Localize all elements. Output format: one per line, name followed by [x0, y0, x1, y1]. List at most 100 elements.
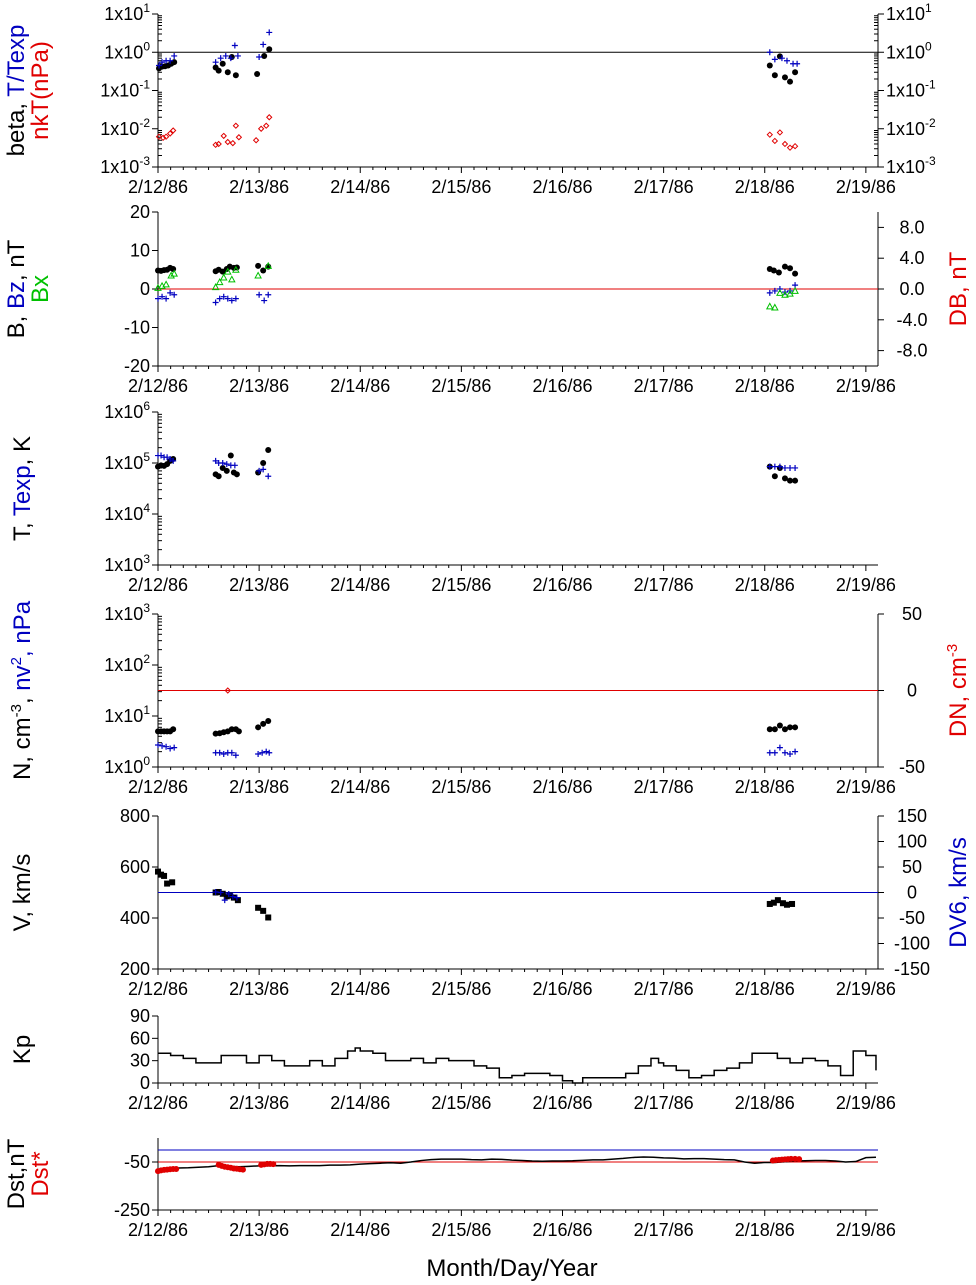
series-0	[155, 446, 799, 484]
series-2	[154, 261, 799, 311]
x-tick-label: 2/13/86	[229, 979, 289, 999]
data-point	[781, 749, 788, 756]
data-point	[224, 687, 231, 694]
y-tick-label: 1x10-1	[100, 78, 150, 101]
x-tick-label: 2/16/86	[532, 376, 592, 396]
x-tick-label: 2/14/86	[330, 1220, 390, 1240]
data-point	[228, 297, 235, 304]
data-point	[219, 273, 228, 281]
y-tick-label: -100	[894, 934, 930, 954]
y-tick-label: 1x101	[104, 1, 150, 24]
data-point	[792, 748, 799, 755]
x-tick-label: 2/18/86	[735, 376, 795, 396]
data-point	[791, 142, 799, 150]
data-point	[781, 140, 789, 148]
data-point	[235, 134, 243, 141]
y-tick-label: -150	[894, 959, 930, 979]
x-tick-label: 2/17/86	[634, 1220, 694, 1240]
y-axis-title: beta, T/Texp	[3, 25, 30, 157]
y-tick-label: 0	[907, 883, 917, 903]
data-point	[265, 446, 272, 453]
series-1	[155, 742, 799, 759]
y-tick-label: -50	[899, 757, 925, 777]
y-axis-title-right: DB, nT	[945, 251, 972, 326]
x-tick-label: 2/12/86	[128, 979, 188, 999]
series-1	[156, 29, 801, 69]
series-2	[224, 687, 231, 694]
y-axis-title: Dst,nT	[3, 1138, 30, 1209]
data-point	[227, 275, 236, 283]
data-point	[229, 139, 237, 147]
y-tick-label: 1x102	[104, 652, 150, 675]
series-line	[157, 1156, 877, 1171]
data-point	[228, 54, 235, 61]
data-point	[228, 749, 235, 756]
x-tick-label: 2/12/86	[128, 1220, 188, 1240]
y-tick-label: 20	[130, 202, 150, 222]
data-point	[260, 460, 267, 466]
data-point	[164, 880, 171, 887]
series-0	[155, 717, 799, 737]
y-tick-label: 1x10-3	[886, 154, 936, 177]
data-point	[255, 724, 262, 731]
data-point	[252, 137, 260, 144]
data-point	[220, 750, 227, 757]
data-point	[783, 901, 790, 908]
data-point	[170, 726, 177, 733]
data-point	[212, 888, 219, 895]
data-point	[167, 57, 174, 64]
panel-kp: 2/12/86 2/13/86 2/14/86 2/15/86 2/16/86 2/17/…	[9, 1006, 896, 1113]
data-point	[787, 464, 794, 471]
x-tick-label: 2/13/86	[229, 1093, 289, 1113]
y-tick-label: 1x10-2	[100, 116, 150, 139]
data-point	[216, 295, 223, 302]
data-point	[169, 879, 176, 886]
data-point	[766, 289, 773, 296]
series-2	[155, 114, 799, 151]
data-point	[233, 894, 240, 901]
data-point	[257, 125, 265, 132]
panel-t: 2/12/86 2/13/86 2/14/86 2/15/86 2/16/86 2/17/…	[9, 399, 896, 595]
data-point	[771, 287, 778, 294]
data-point	[770, 899, 777, 906]
y-tick-label: 1x10-2	[886, 116, 936, 139]
data-point	[167, 455, 174, 462]
data-point	[232, 72, 239, 79]
data-point	[215, 140, 222, 148]
x-tick-label: 2/16/86	[532, 777, 592, 797]
x-tick-label: 2/17/86	[634, 575, 694, 595]
data-point	[171, 744, 178, 751]
data-point	[792, 270, 799, 277]
y-tick-label: 1x10-1	[886, 78, 936, 101]
data-point	[794, 60, 801, 67]
panel-b: 2/12/86 2/13/86 2/14/86 2/15/86 2/16/86 2/17/…	[3, 202, 972, 396]
x-tick-label: 2/19/86	[836, 1220, 896, 1240]
data-point	[765, 302, 774, 310]
x-tick-label: 2/17/86	[634, 376, 694, 396]
y-tick-label: 60	[130, 1028, 150, 1048]
data-point	[167, 271, 175, 279]
data-point	[265, 473, 272, 480]
data-point	[155, 133, 163, 140]
y-tick-label: 800	[120, 806, 150, 826]
data-point	[270, 1161, 277, 1168]
data-point	[232, 295, 239, 302]
data-point	[232, 752, 239, 759]
data-point	[255, 262, 262, 269]
data-point	[776, 129, 784, 136]
y-tick-label: -4.0	[896, 310, 927, 330]
data-point	[233, 264, 240, 271]
data-point	[792, 477, 799, 484]
x-tick-label: 2/14/86	[330, 979, 390, 999]
data-point	[215, 473, 222, 480]
y-axis-title: T, Texp, K	[9, 436, 36, 541]
y-tick-label: 0	[907, 681, 917, 701]
y-tick-label: -10	[124, 318, 150, 338]
data-point	[217, 889, 224, 896]
data-point	[261, 52, 268, 59]
y-tick-label: 10	[130, 241, 150, 261]
panel-n: 2/12/86 2/13/86 2/14/86 2/15/86 2/16/86 2/17/…	[8, 600, 972, 797]
data-point	[776, 722, 783, 729]
series-0	[155, 262, 799, 277]
